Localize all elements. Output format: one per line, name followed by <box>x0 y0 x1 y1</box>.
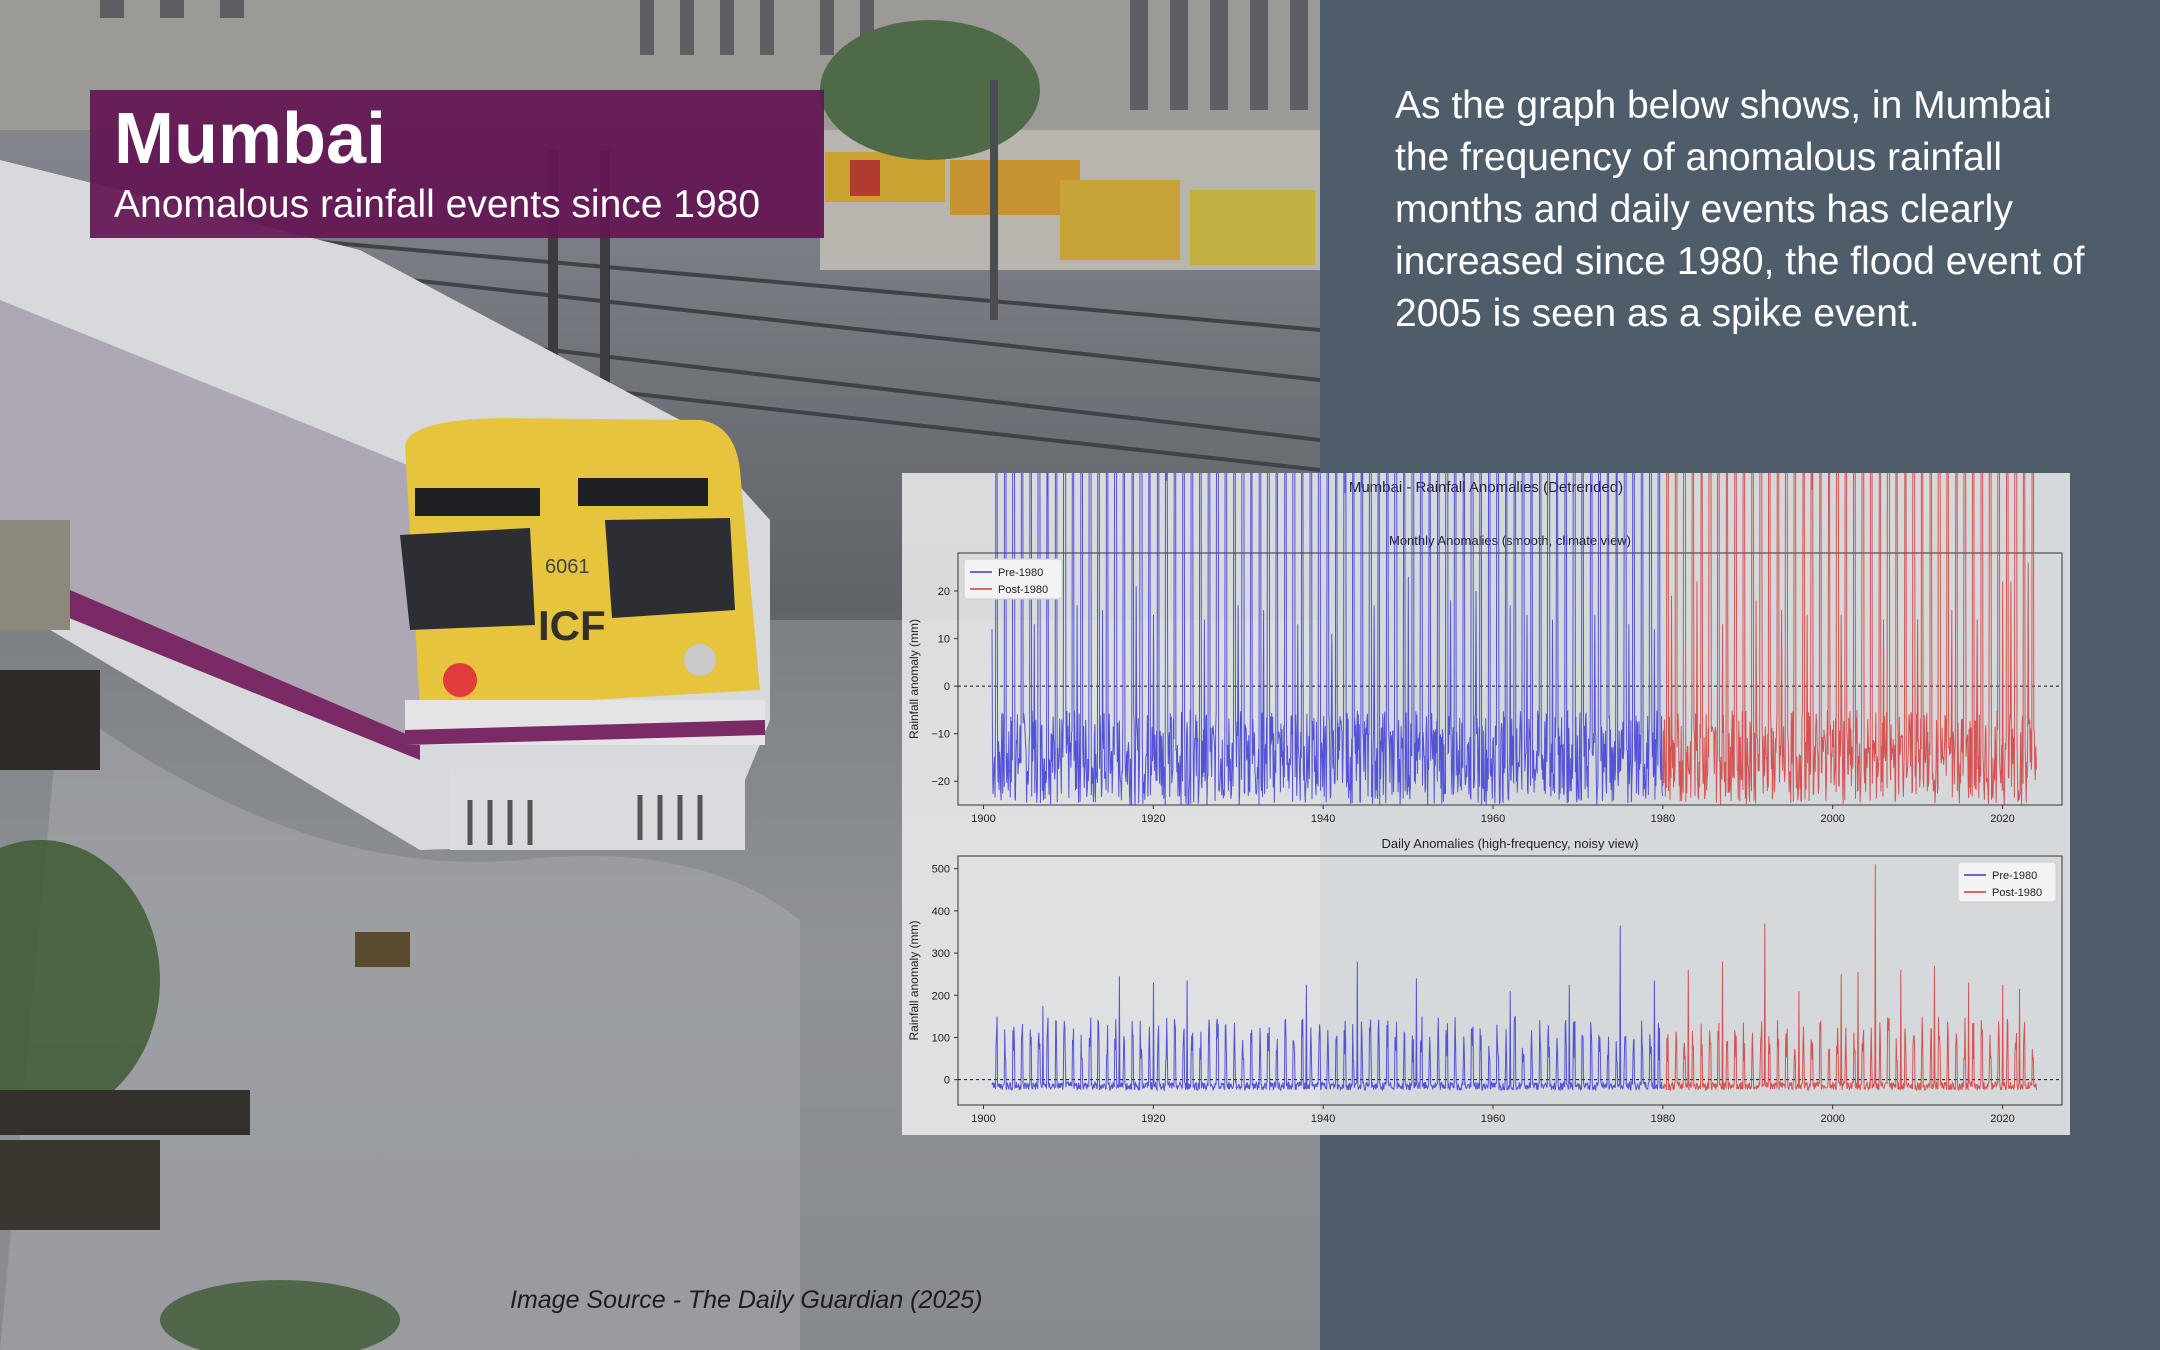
chart-2-ytick-label: 100 <box>932 1032 950 1044</box>
page-title: Mumbai <box>114 99 387 179</box>
chart-1-xtick-label: 1980 <box>1651 813 1675 825</box>
chart-1-ytick-label: −20 <box>931 776 950 788</box>
chart-2-series-post-1980-line <box>1662 864 2037 1092</box>
chart-1-ytick-label: 20 <box>938 586 950 598</box>
chart-2-legend-label: Post-1980 <box>1992 887 2042 899</box>
chart-1-ytick-label: 10 <box>938 634 950 646</box>
chart-1-xtick-label: 1940 <box>1311 813 1335 825</box>
chart-suptitle: Mumbai - Rainfall Anomalies (Detrended) <box>1349 479 1623 496</box>
rainfall-anomaly-chart: Mumbai - Rainfall Anomalies (Detrended) M… <box>907 473 2063 1125</box>
chart-2-xtick-label: 2020 <box>1990 1113 2014 1125</box>
chart-1-xtick-label: 2000 <box>1820 813 1844 825</box>
chart-2-xtick-label: 1920 <box>1141 1113 1165 1125</box>
chart-1-series-post-1980-line <box>1662 473 2037 805</box>
image-source-caption: Image Source - The Daily Guardian (2025) <box>510 1286 983 1314</box>
chart-2-ylabel: Rainfall anomaly (mm) <box>907 920 921 1040</box>
train-marking: ICF <box>538 602 606 649</box>
chart-2-ytick-label: 0 <box>944 1075 950 1087</box>
chart-1-ylabel: Rainfall anomaly (mm) <box>907 619 921 739</box>
title-box: Mumbai Anomalous rainfall events since 1… <box>90 90 824 238</box>
chart-2-xtick-label: 1960 <box>1481 1113 1505 1125</box>
chart-1-frame <box>957 552 2063 806</box>
rainfall-chart-panel: Mumbai - Rainfall Anomalies (Detrended) M… <box>902 473 2070 1135</box>
chart-2-xtick-label: 1940 <box>1311 1113 1335 1125</box>
chart-1-xtick-label: 2020 <box>1990 813 2014 825</box>
chart-2-series-pre-1980-line <box>991 925 1663 1092</box>
chart-2-title: Daily Anomalies (high-frequency, noisy v… <box>1382 836 1639 851</box>
chart-2-ytick-label: 400 <box>932 906 950 918</box>
chart-1-ytick-label: 0 <box>944 681 950 693</box>
chart-2-xtick-label: 1980 <box>1651 1113 1675 1125</box>
chart-1-legend-label: Post-1980 <box>998 584 1048 596</box>
chart-2-ytick-label: 300 <box>932 948 950 960</box>
chart-1-xtick-label: 1920 <box>1141 813 1165 825</box>
chart-1-ytick-label: −10 <box>931 729 950 741</box>
train-number: 6061 <box>545 556 590 578</box>
chart-1-xtick-label: 1960 <box>1481 813 1505 825</box>
chart-2-ytick-label: 200 <box>932 990 950 1002</box>
chart-2-xtick-label: 2000 <box>1820 1113 1844 1125</box>
page-subtitle: Anomalous rainfall events since 1980 <box>114 183 761 227</box>
chart-2-legend-label: Pre-1980 <box>1992 870 2037 882</box>
chart-1-series-pre-1980-line <box>991 473 1663 807</box>
chart-1-title: Monthly Anomalies (smooth, climate view) <box>1389 533 1631 548</box>
chart-1-xtick-label: 1900 <box>971 813 995 825</box>
chart-2-frame <box>957 855 2063 1106</box>
chart-2-xtick-label: 1900 <box>971 1113 995 1125</box>
chart-1-legend-label: Pre-1980 <box>998 567 1043 579</box>
chart-2-ytick-label: 500 <box>932 864 950 876</box>
description-text: As the graph below shows, in Mumbai the … <box>1395 84 2085 335</box>
